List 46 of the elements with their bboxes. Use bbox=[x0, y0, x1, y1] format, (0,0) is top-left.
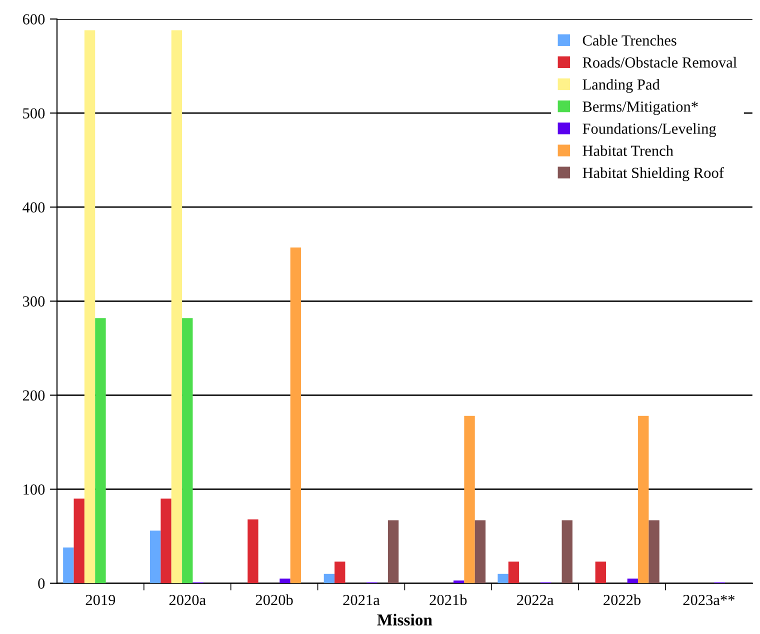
legend-label: Habitat Trench bbox=[582, 145, 674, 156]
bar bbox=[324, 574, 335, 584]
bar bbox=[464, 416, 475, 584]
bar bbox=[95, 318, 106, 584]
bar bbox=[171, 30, 182, 584]
bar bbox=[84, 30, 96, 584]
legend-label: Roads/Obstacle Removal bbox=[582, 56, 737, 68]
legend-label: Foundations/Leveling bbox=[582, 123, 716, 138]
bar bbox=[334, 562, 346, 584]
bar bbox=[248, 519, 258, 584]
bar bbox=[280, 578, 290, 584]
legend-label: Cable Trenches bbox=[582, 34, 676, 46]
y-tick-label: 0 bbox=[38, 578, 45, 589]
legend-label: Habitat Shielding Roof bbox=[582, 167, 724, 182]
x-tick-label: 2023a** bbox=[683, 594, 735, 606]
bar bbox=[648, 520, 660, 584]
x-tick-label: 2022a bbox=[517, 594, 554, 606]
y-tick-label: 600 bbox=[22, 14, 45, 24]
x-tick-label: 2022b bbox=[604, 594, 641, 606]
bar bbox=[638, 416, 649, 584]
x-tick-label: 2021b bbox=[430, 594, 467, 606]
y-tick-label: 500 bbox=[23, 108, 45, 119]
x-tick-label: 2019 bbox=[86, 594, 116, 606]
bar bbox=[562, 520, 572, 584]
bar bbox=[150, 530, 161, 584]
y-tick-label: 100 bbox=[24, 484, 45, 495]
y-tick-label: 300 bbox=[23, 296, 45, 307]
x-tick-label: 2021a bbox=[343, 594, 380, 606]
x-tick-label: 2020b bbox=[256, 594, 293, 606]
bar bbox=[627, 578, 638, 584]
bar bbox=[388, 520, 399, 584]
bar bbox=[595, 562, 606, 584]
bar bbox=[290, 248, 302, 584]
bar bbox=[498, 574, 508, 584]
legend-label: Berms/Mitigation* bbox=[582, 102, 698, 115]
x-axis-title: Mission bbox=[377, 614, 432, 626]
bar bbox=[182, 318, 193, 584]
legend-label: Landing Pad bbox=[582, 78, 660, 93]
x-tick-label: 2020a bbox=[169, 594, 206, 606]
bar bbox=[74, 498, 84, 584]
bar bbox=[508, 562, 520, 584]
y-tick-label: 200 bbox=[22, 390, 45, 401]
y-tick-label: 400 bbox=[22, 202, 45, 213]
bar bbox=[474, 520, 486, 584]
bar bbox=[63, 548, 74, 584]
bar bbox=[160, 498, 172, 584]
